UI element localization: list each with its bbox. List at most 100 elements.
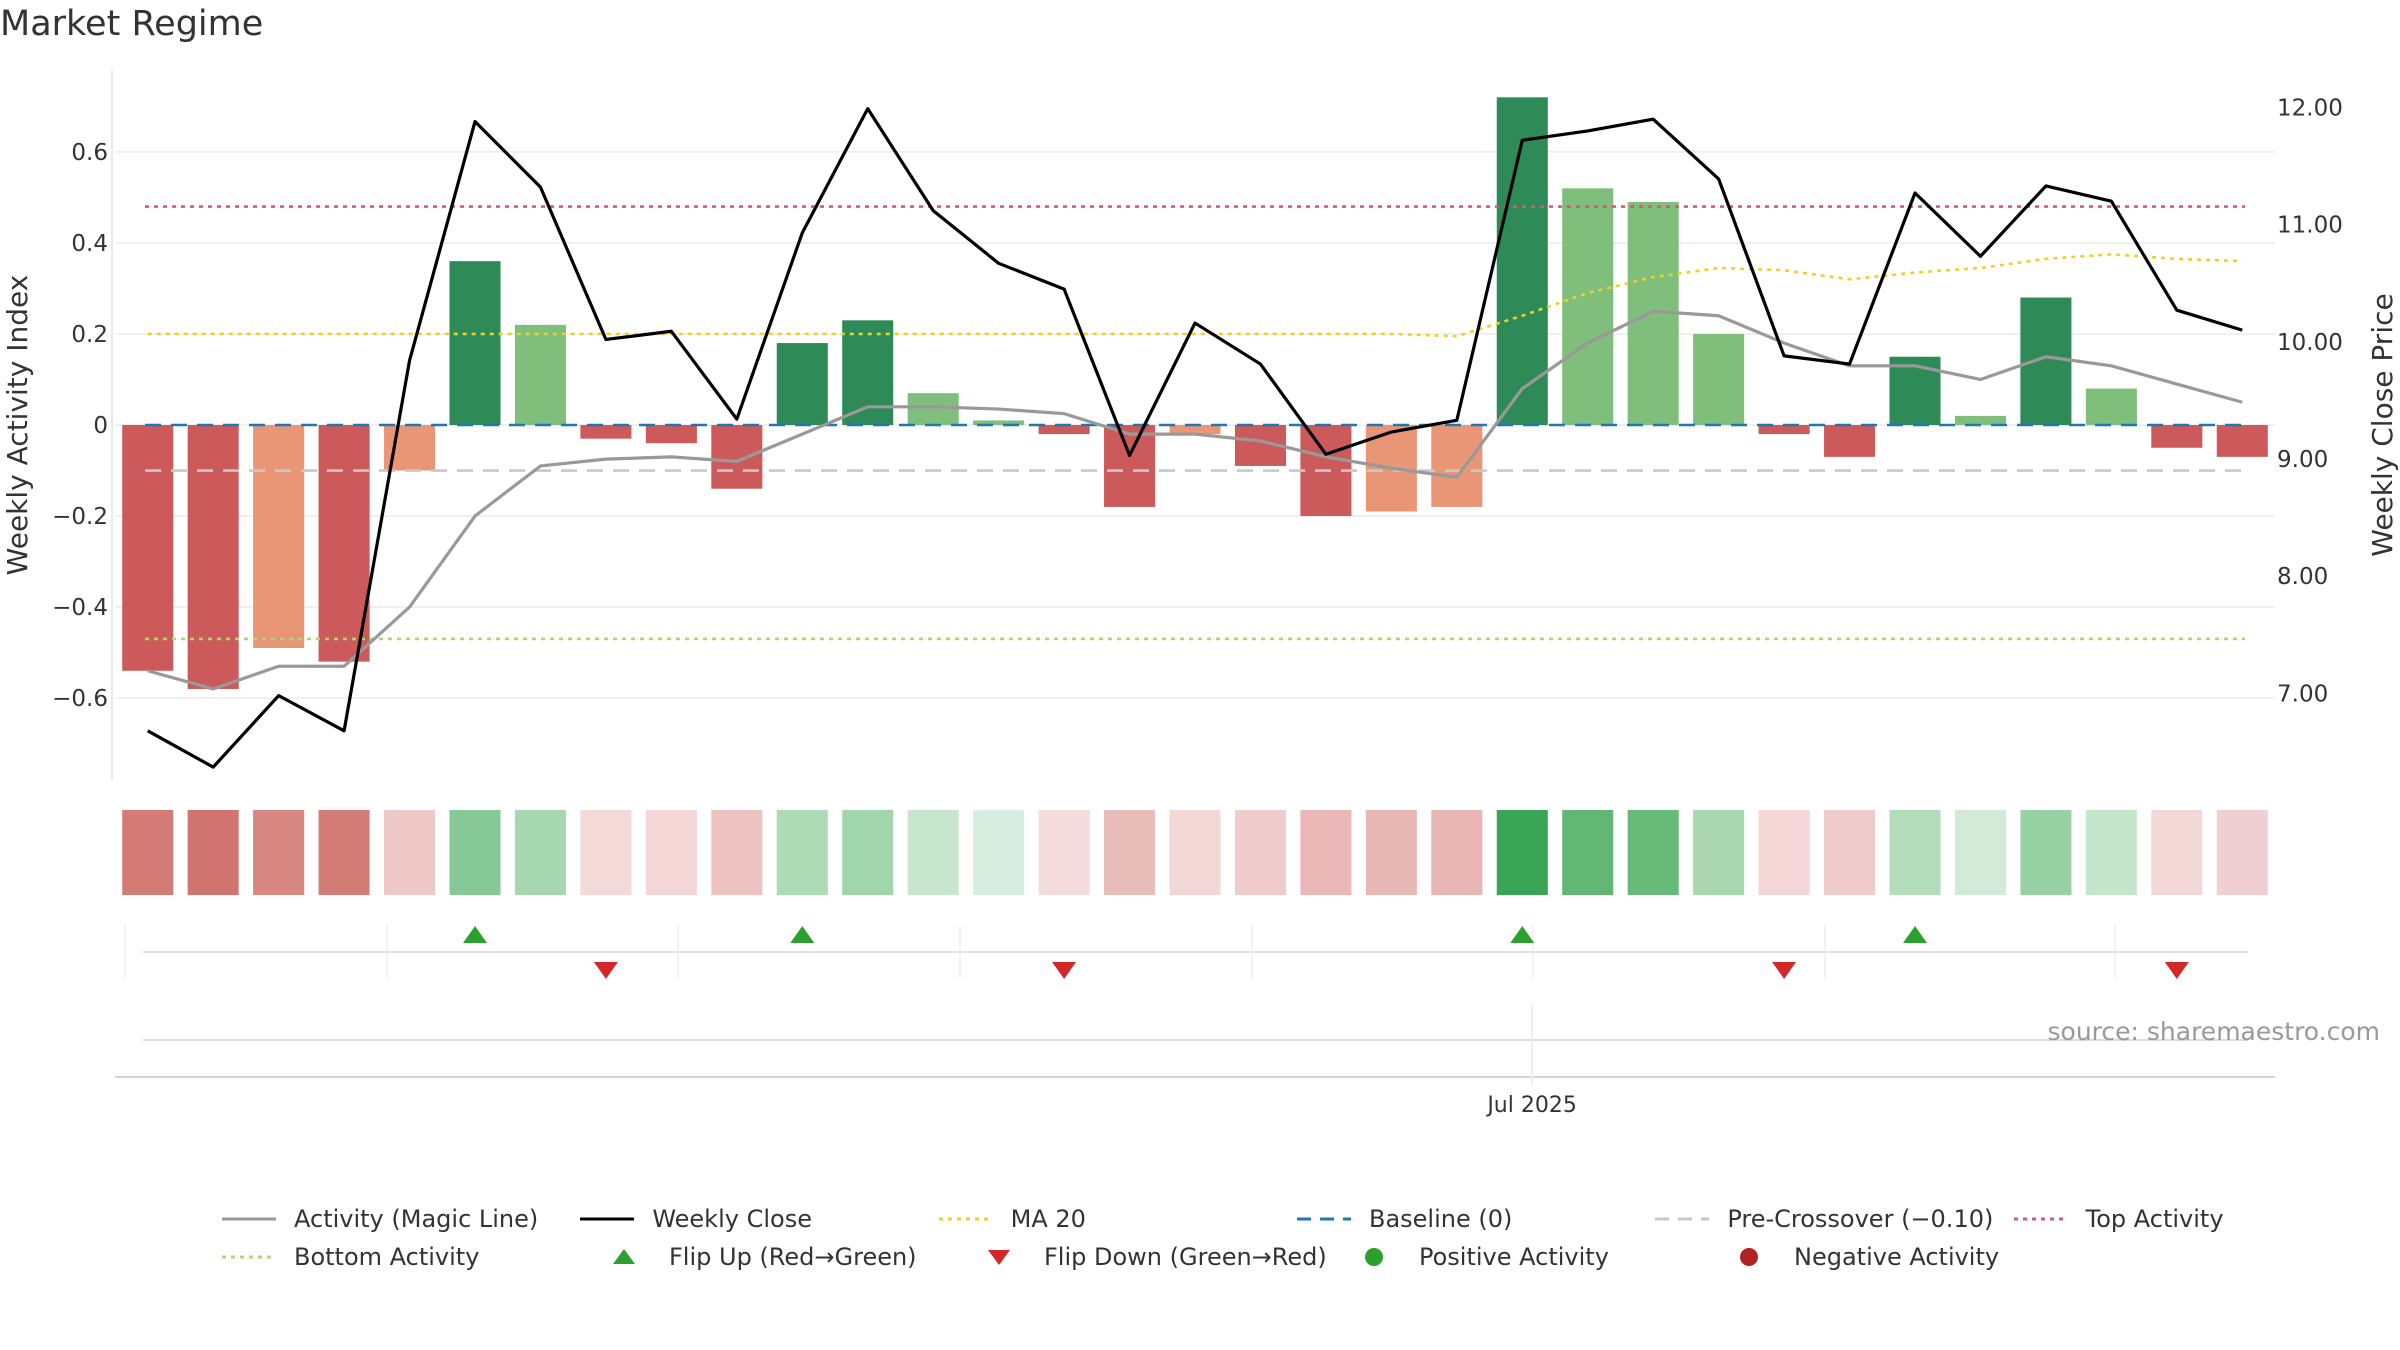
legend-label: Weekly Close: [652, 1205, 812, 1233]
activity-bar: [253, 425, 305, 649]
weekly-close-line: [146, 107, 2243, 769]
source-note: source: sharemaestro.com: [2048, 1017, 2381, 1046]
legend-label: Pre-Crossover (−0.10): [1727, 1205, 1994, 1233]
legend-symbol-icon: [938, 1217, 993, 1221]
activity-bar: [514, 324, 566, 425]
heat-strip-cell: [1496, 810, 1548, 895]
activity-magic-line: [147, 309, 2243, 691]
heat-strip-cell: [1954, 810, 2006, 895]
legend-symbol-icon: [1740, 1248, 1758, 1266]
y-right-axis-title: Weekly Close Price: [2366, 293, 2399, 556]
legend-row: Activity (Magic Line) Weekly Close MA 20 Ba…: [220, 1200, 2370, 1238]
y-right-tick-label: 7.00: [2277, 681, 2328, 707]
y-left-axis-title: Weekly Activity Index: [1, 275, 34, 576]
y-right-tick-label: 10.00: [2277, 330, 2343, 356]
heat-strip-cell: [187, 810, 239, 895]
legend-label: Negative Activity: [1794, 1243, 2000, 1271]
legend-symbol-icon: [1655, 1217, 1710, 1221]
legend-item: Flip Up (Red→Green): [595, 1243, 970, 1271]
chart-legend: Activity (Magic Line) Weekly Close MA 20 Ba…: [220, 1200, 2370, 1276]
heat-strip-cell: [1038, 810, 1090, 895]
activity-bar: [842, 320, 894, 425]
activity-bar: [1824, 425, 1876, 457]
flip-down-marker: [593, 962, 618, 979]
legend-symbol-icon: [222, 1217, 276, 1221]
y-right-tick-label: 12.00: [2277, 95, 2343, 121]
flip-up-marker: [1903, 926, 1927, 943]
heat-strip-cell: [776, 810, 828, 895]
activity-bar: [2085, 388, 2137, 425]
y-left-tick-label: 0.2: [71, 322, 108, 348]
heat-strip-cell: [449, 810, 501, 895]
y-left-tick-label: −0.4: [52, 595, 108, 621]
activity-bar: [449, 261, 501, 425]
legend-symbol-icon: [988, 1250, 1010, 1265]
activity-bar: [2151, 425, 2203, 448]
heat-strip-cell: [122, 810, 174, 895]
legend-symbol-icon: [580, 1217, 635, 1221]
y-left-tick-label: 0.4: [71, 231, 108, 257]
activity-bar: [645, 425, 697, 444]
ma20-line: [147, 253, 2243, 338]
heat-strip-cell: [973, 810, 1025, 895]
legend-item: Positive Activity: [1345, 1243, 1720, 1271]
legend-label: Flip Down (Green→Red): [1044, 1243, 1327, 1271]
flip-down-marker: [2164, 962, 2189, 979]
heat-strip-cell: [1693, 810, 1745, 895]
legend-symbol-icon: [613, 1249, 635, 1264]
legend-item: Baseline (0): [1295, 1205, 1653, 1233]
activity-bar: [1562, 188, 1614, 425]
heat-strip-cell: [1234, 810, 1286, 895]
heat-strip-cell: [1365, 810, 1417, 895]
legend-item: Activity (Magic Line): [220, 1205, 578, 1233]
heat-strip-cell: [384, 810, 436, 895]
heat-strip-cell: [711, 810, 763, 895]
flip-down-marker: [1052, 962, 1077, 979]
heat-strip-cell: [1562, 810, 1614, 895]
flip-up-marker: [790, 926, 815, 943]
legend-label: Baseline (0): [1368, 1205, 1513, 1233]
heat-strip-cell: [1627, 810, 1679, 895]
legend-label: Positive Activity: [1419, 1243, 1609, 1271]
heat-strip-cell: [2151, 810, 2203, 895]
y-left-tick-label: 0.6: [71, 140, 108, 166]
legend-item: Flip Down (Green→Red): [970, 1243, 1345, 1271]
legend-symbol-icon: [2013, 1217, 2068, 1221]
legend-item: Bottom Activity: [220, 1243, 595, 1271]
activity-bar: [187, 425, 239, 689]
heat-strip-cell: [645, 810, 697, 895]
y-left-tick-label: 0: [93, 413, 108, 439]
heat-strip-cell: [2216, 810, 2268, 895]
activity-bar: [1431, 425, 1483, 507]
legend-row: Bottom Activity Flip Up (Red→Green) Flip D…: [220, 1238, 2370, 1276]
activity-bar: [580, 425, 632, 439]
heat-strip-cell: [1431, 810, 1483, 895]
heat-strip-cell: [1169, 810, 1221, 895]
flip-up-marker: [1510, 926, 1535, 943]
activity-bar: [973, 420, 1025, 425]
heat-strip-cell: [842, 810, 894, 895]
flip-down-marker: [1772, 962, 1797, 979]
heat-strip-cell: [2020, 810, 2072, 895]
activity-bar: [907, 393, 959, 425]
legend-symbol-icon: [1296, 1217, 1351, 1221]
legend-label: Flip Up (Red→Green): [669, 1243, 917, 1271]
flip-up-marker: [463, 926, 487, 943]
y-right-tick-label: 9.00: [2277, 447, 2328, 473]
y-right-tick-label: 8.00: [2277, 564, 2328, 590]
activity-bar: [1169, 425, 1221, 435]
heat-strip-cell: [1889, 810, 1941, 895]
activity-bar: [1954, 415, 2006, 425]
activity-bar: [711, 425, 763, 489]
activity-bar: [1038, 425, 1090, 435]
legend-label: MA 20: [1010, 1205, 1086, 1233]
activity-bar: [776, 343, 828, 425]
activity-bar: [2216, 425, 2268, 457]
activity-bar: [1104, 425, 1156, 507]
legend-label: Top Activity: [2085, 1205, 2224, 1233]
heat-strip-cell: [1300, 810, 1352, 895]
legend-item: MA 20: [937, 1205, 1295, 1233]
legend-label: Activity (Magic Line): [294, 1205, 539, 1233]
y-left-tick-label: −0.6: [52, 686, 108, 712]
legend-symbol-icon: [1365, 1248, 1383, 1266]
